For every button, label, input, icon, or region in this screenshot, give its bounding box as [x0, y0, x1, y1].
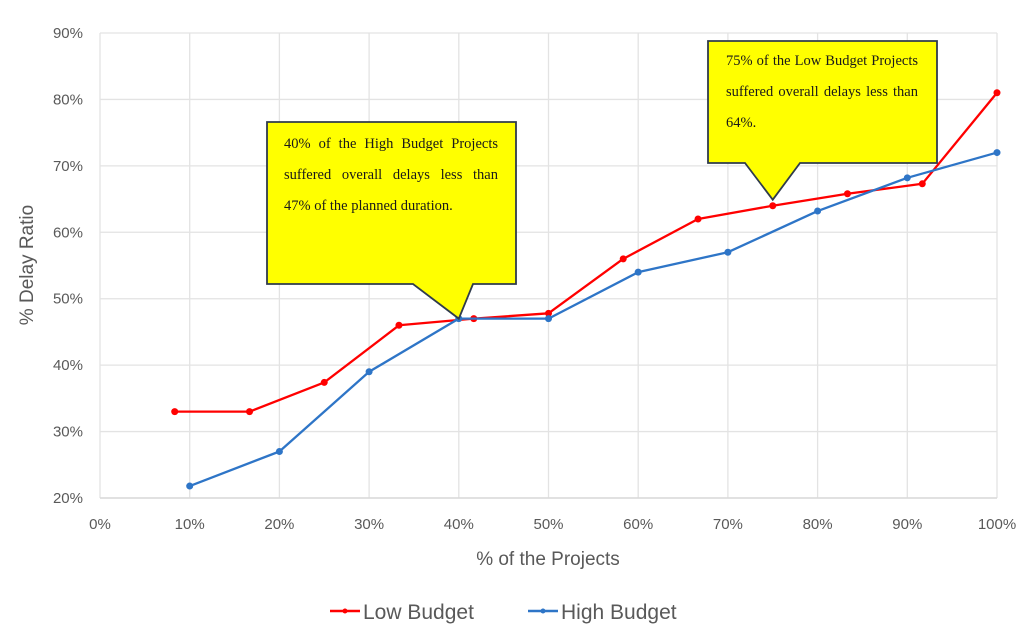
callout-shapes	[266, 40, 938, 321]
data-point[interactable]	[694, 215, 702, 223]
data-point[interactable]	[843, 190, 851, 198]
data-series	[171, 89, 1001, 490]
x-axis-title: % of the Projects	[476, 549, 620, 570]
data-point[interactable]	[903, 174, 911, 182]
y-tick-label: 80%	[53, 91, 83, 108]
x-tick-label: 80%	[803, 516, 833, 533]
x-axis-ticks: 0% 10% 20% 30% 40% 50% 60% 70% 80% 90% 100%	[89, 516, 1016, 533]
data-point[interactable]	[275, 448, 283, 455]
data-point[interactable]	[171, 408, 179, 416]
data-point[interactable]	[993, 149, 1001, 157]
legend-dot-low-budget	[342, 608, 348, 614]
callout-high-budget-text: 40% of the High Budget Projects suffered…	[284, 136, 498, 214]
y-tick-label: 20%	[53, 490, 83, 507]
x-tick-label: 40%	[444, 516, 474, 533]
callout-low-budget-box	[707, 40, 938, 202]
x-tick-label: 10%	[175, 516, 205, 533]
y-axis-ticks: 20% 30% 40% 50% 60% 70% 80% 90%	[53, 25, 83, 507]
data-point[interactable]	[724, 248, 732, 256]
series-high-budget	[186, 149, 1001, 490]
data-point[interactable]	[619, 255, 627, 263]
x-tick-label: 70%	[713, 516, 743, 533]
x-tick-label: 60%	[623, 516, 653, 533]
x-tick-label: 90%	[892, 516, 922, 533]
y-tick-label: 70%	[53, 158, 83, 175]
data-point[interactable]	[545, 309, 552, 317]
y-tick-label: 50%	[53, 291, 83, 308]
y-tick-label: 40%	[53, 357, 83, 374]
data-point[interactable]	[993, 89, 1001, 97]
legend-item-low-budget[interactable]: Low Budget	[330, 601, 474, 624]
data-point[interactable]	[814, 207, 822, 215]
data-point[interactable]	[186, 482, 194, 490]
data-point[interactable]	[246, 408, 254, 416]
data-point[interactable]	[769, 202, 777, 210]
x-tick-label: 0%	[89, 516, 111, 533]
callout-high-budget-box	[266, 121, 517, 321]
data-point[interactable]	[918, 180, 926, 188]
y-tick-label: 60%	[53, 224, 83, 241]
y-axis-title: % Delay Ratio	[17, 205, 38, 325]
series-line	[174, 92, 998, 413]
series-line	[189, 151, 998, 488]
callout-low-budget-text: 75% of the Low Budget Projects suffered …	[726, 53, 918, 131]
legend-dot-high-budget	[540, 608, 546, 614]
legend-item-high-budget[interactable]: High Budget	[528, 601, 677, 624]
data-point[interactable]	[365, 368, 373, 376]
legend-label-low-budget: Low Budget	[363, 601, 474, 624]
data-point[interactable]	[634, 268, 642, 276]
y-tick-label: 90%	[53, 25, 83, 42]
data-point[interactable]	[320, 378, 328, 386]
series-low-budget	[171, 89, 1001, 416]
data-point[interactable]	[395, 321, 403, 329]
legend-label-high-budget: High Budget	[561, 601, 677, 624]
x-tick-label: 50%	[533, 516, 563, 533]
y-tick-label: 30%	[53, 424, 83, 441]
legend: Low Budget High Budget	[330, 601, 677, 624]
x-tick-label: 20%	[264, 516, 294, 533]
data-point[interactable]	[545, 315, 552, 323]
x-tick-label: 30%	[354, 516, 384, 533]
x-tick-label: 100%	[978, 516, 1016, 533]
